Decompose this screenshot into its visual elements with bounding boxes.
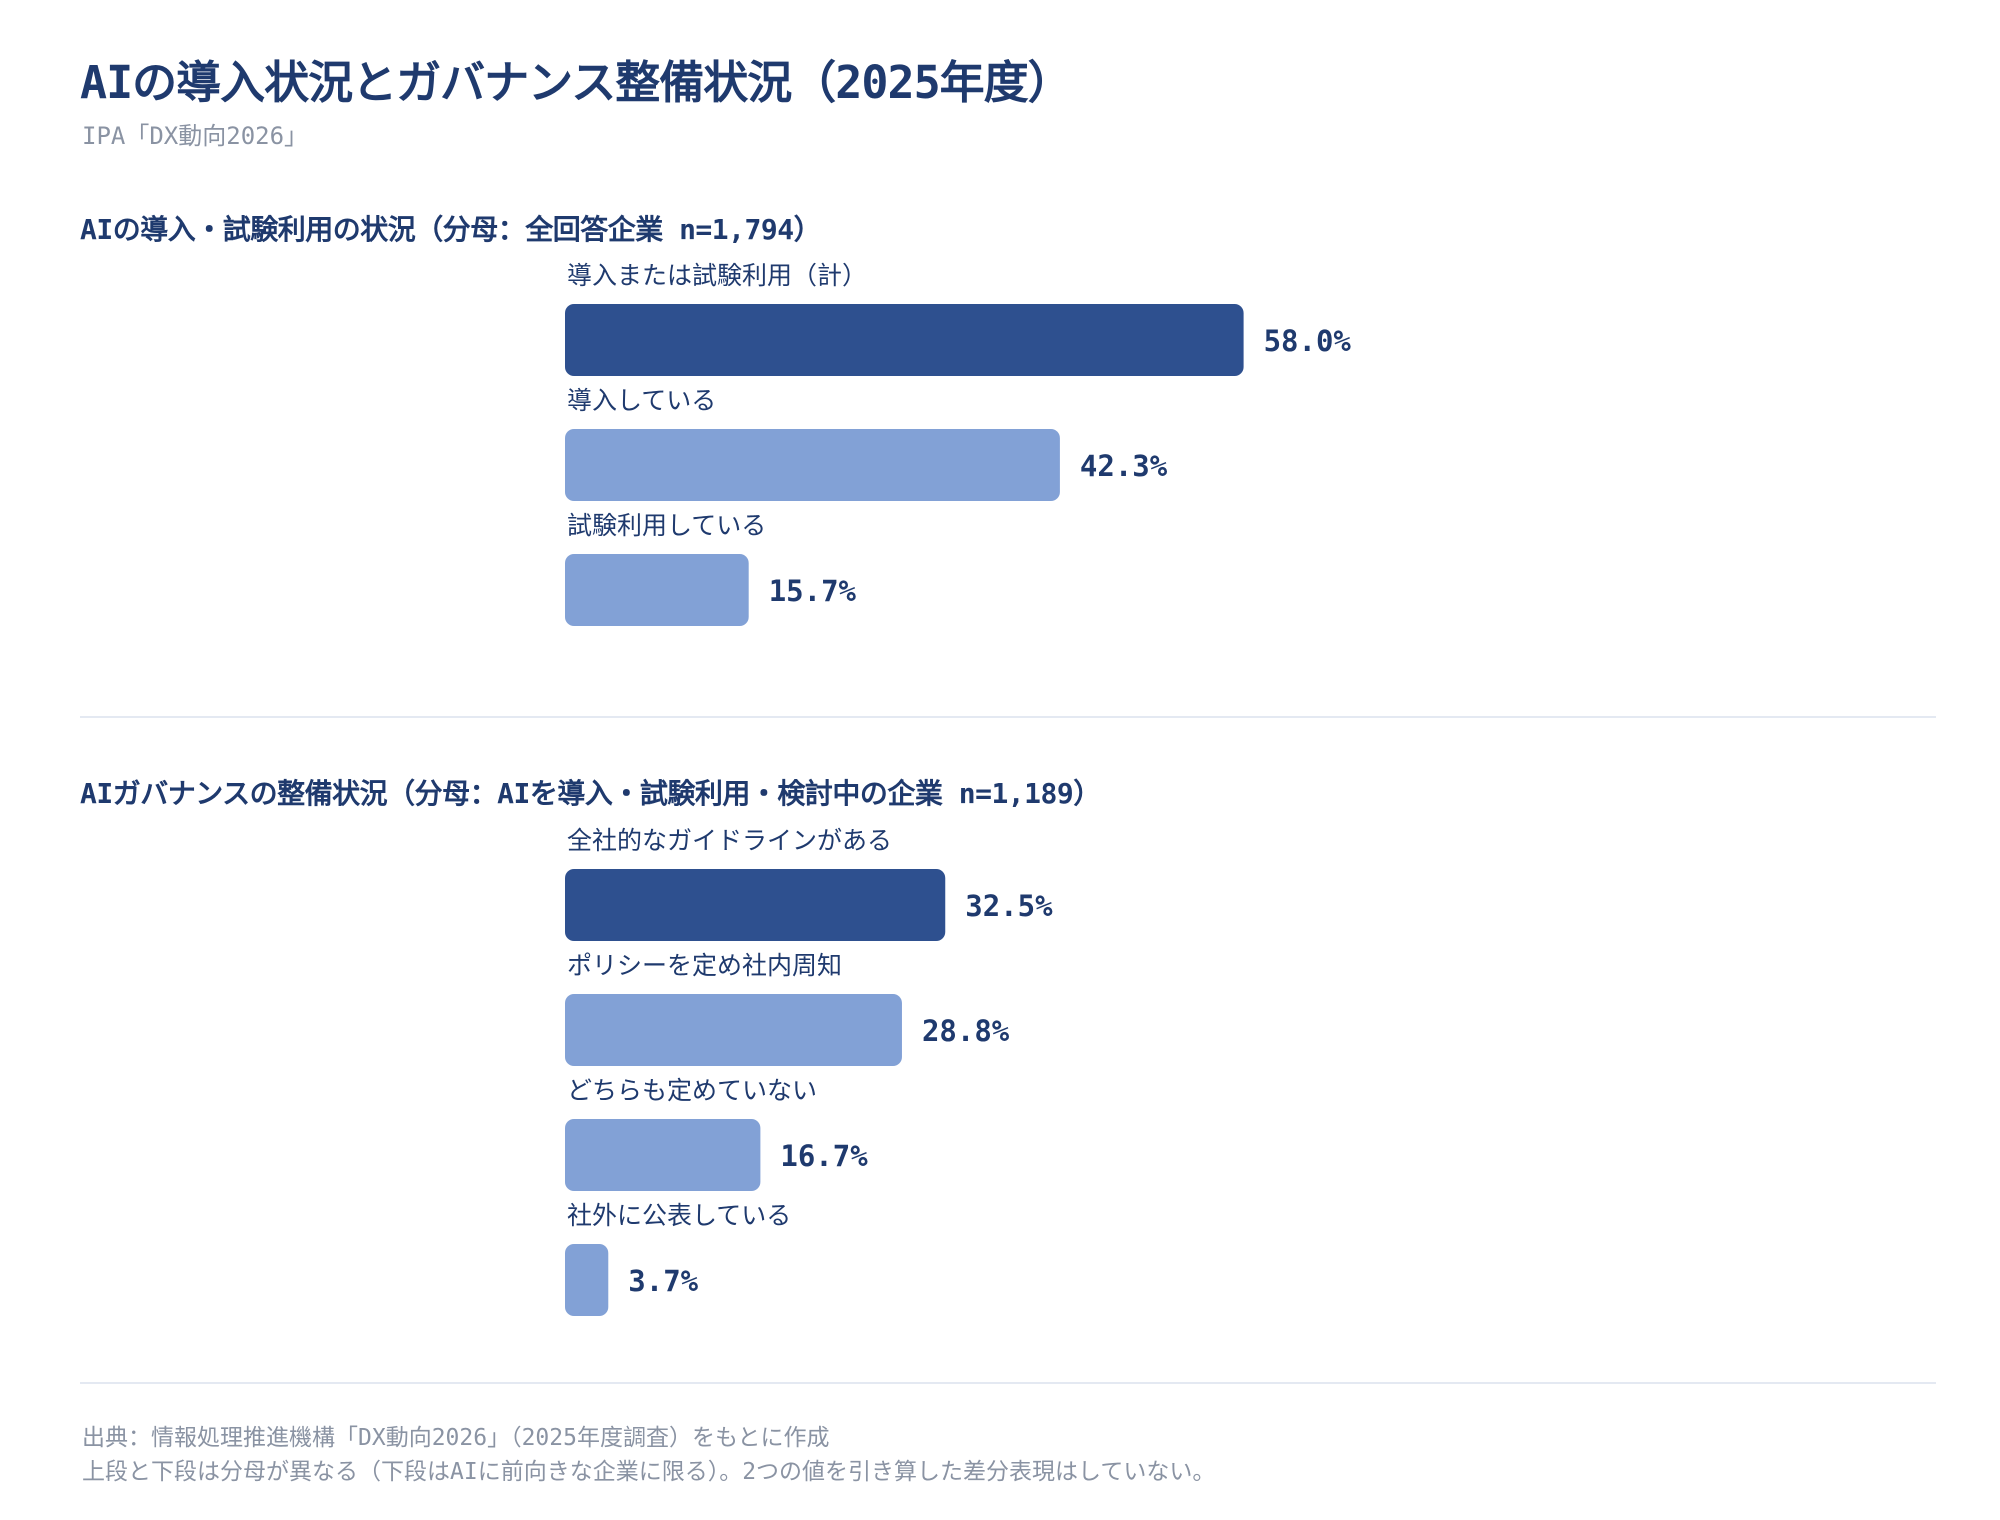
category-label: どちらも定めていない [567, 1076, 817, 1105]
bar [565, 304, 1244, 376]
value-label: 3.7% [628, 1264, 698, 1298]
category-label: 導入または試験利用（計） [567, 261, 867, 290]
page-subtitle: IPA「DX動向2026」 [82, 122, 309, 150]
value-label: 58.0% [1264, 324, 1352, 358]
category-label: 試験利用している [567, 511, 766, 540]
section-heading-ai-governance: AIガバナンスの整備状況（分母：AIを導入・試験利用・検討中の企業 n=1,18… [80, 777, 1101, 810]
ai-governance-chart: 全社的なガイドラインがある 32.5% ポリシーを定め社内周知 28.8% どちらも定め… [565, 826, 1053, 1316]
bar [565, 429, 1060, 501]
ai-adoption-chart: 導入または試験利用（計） 58.0% 導入している 42.3% 試験利用している 15.7… [565, 261, 1351, 626]
bar [565, 554, 749, 626]
value-label: 15.7% [769, 574, 857, 608]
category-label: 全社的なガイドラインがある [567, 826, 892, 855]
bar [565, 994, 902, 1066]
category-label: ポリシーを定め社内周知 [567, 951, 842, 980]
bar [565, 869, 946, 941]
source-footnote: 出典：情報処理推進機構「DX動向2026」（2025年度調査）をもとに作成 [82, 1425, 830, 1451]
category-label: 導入している [567, 386, 716, 415]
value-label: 28.8% [922, 1014, 1010, 1048]
section-heading-ai-adoption: AIの導入・試験利用の状況（分母：全回答企業 n=1,794） [80, 213, 822, 246]
value-label: 16.7% [780, 1139, 868, 1173]
section-divider [80, 716, 1936, 718]
denominator-note: 上段と下段は分母が異なる（下段はAIに前向きな企業に限る）。2つの値を引き算した… [82, 1459, 1216, 1485]
footer-divider [80, 1382, 1936, 1384]
page-title: AIの導入状況とガバナンス整備状況（2025年度） [80, 56, 1073, 109]
value-label: 32.5% [965, 889, 1053, 923]
value-label: 42.3% [1080, 449, 1168, 483]
category-label: 社外に公表している [567, 1201, 791, 1230]
bar [565, 1119, 761, 1191]
bar [565, 1244, 609, 1316]
